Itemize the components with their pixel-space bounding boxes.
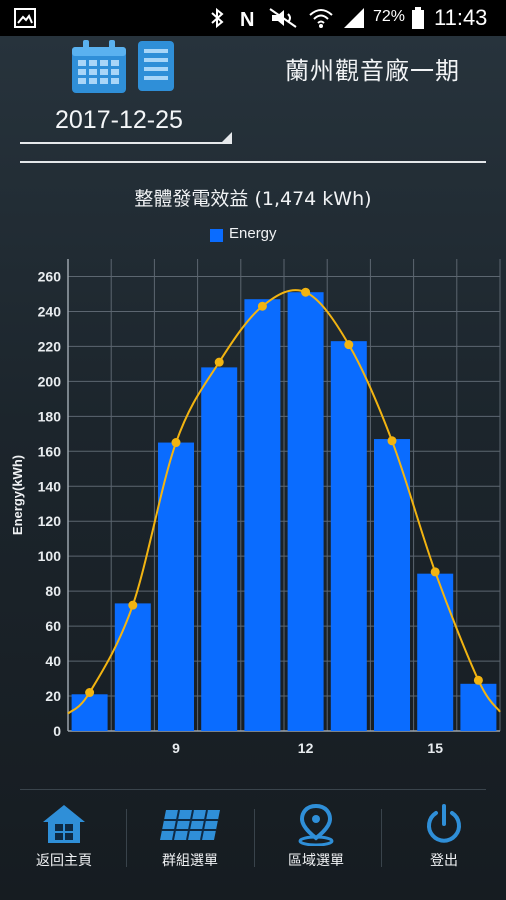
bar xyxy=(374,439,410,731)
x-tick-label: 12 xyxy=(298,740,314,756)
bar xyxy=(417,573,454,731)
battery-icon xyxy=(412,7,424,29)
legend-label: Energy xyxy=(229,225,277,242)
signal-icon xyxy=(344,8,364,28)
y-tick-label: 0 xyxy=(53,723,61,739)
mute-icon xyxy=(269,8,297,28)
map-pin-icon xyxy=(298,804,334,846)
trend-point xyxy=(171,438,181,448)
nav-logout-label: 登出 xyxy=(430,853,458,869)
dropdown-triangle-icon xyxy=(222,132,232,142)
solar-panel-icon xyxy=(160,809,220,841)
nav-home-button[interactable]: 返回主頁 xyxy=(18,804,110,876)
nav-separator xyxy=(126,809,127,867)
trend-point xyxy=(257,301,267,311)
nav-group-menu-label: 群組選單 xyxy=(162,853,218,869)
date-picker[interactable]: 2017-12-25 xyxy=(20,104,232,144)
y-tick-label: 140 xyxy=(38,478,62,494)
trend-point xyxy=(387,436,397,446)
nfc-icon: N xyxy=(240,9,254,30)
y-tick-label: 80 xyxy=(45,583,61,599)
date-value: 2017-12-25 xyxy=(55,106,183,134)
y-tick-label: 120 xyxy=(38,513,62,529)
nav-area-menu-label: 區域選單 xyxy=(288,853,344,869)
wifi-icon xyxy=(309,9,333,28)
nav-home-label: 返回主頁 xyxy=(36,853,92,869)
x-tick-label: 9 xyxy=(172,740,180,756)
y-tick-label: 20 xyxy=(45,688,61,704)
battery-percent: 72% xyxy=(373,8,406,25)
y-tick-label: 220 xyxy=(38,338,62,354)
trend-point xyxy=(301,287,311,297)
y-tick-label: 40 xyxy=(45,653,61,669)
nav-group-menu-button[interactable]: 群組選單 xyxy=(142,804,238,876)
y-axis-label: Energy(kWh) xyxy=(10,455,25,535)
bar xyxy=(244,299,281,731)
trend-point xyxy=(214,357,224,367)
y-tick-label: 160 xyxy=(38,443,62,459)
nav-divider xyxy=(20,789,486,790)
bar xyxy=(114,603,151,731)
bar xyxy=(201,367,238,731)
home-icon xyxy=(43,805,85,843)
power-icon xyxy=(427,804,461,843)
bar xyxy=(287,292,324,731)
bar xyxy=(330,341,367,731)
nav-logout-button[interactable]: 登出 xyxy=(396,804,492,876)
header-divider xyxy=(20,161,486,163)
trend-point xyxy=(344,340,354,350)
bar xyxy=(158,442,194,731)
bar xyxy=(460,683,497,731)
nav-area-menu-button[interactable]: 區域選單 xyxy=(268,804,364,876)
energy-chart: 0 20 40 60 80 100 120 140 160 180 200 220 240 260 9 12 1… xyxy=(10,259,501,756)
svg-text:N: N xyxy=(240,9,254,30)
gallery-icon xyxy=(14,8,36,28)
clock: 11:43 xyxy=(434,5,488,30)
y-tick-label: 180 xyxy=(38,408,62,424)
status-bar: N 72% 11:43 xyxy=(0,0,506,36)
x-tick-label: 15 xyxy=(427,740,443,756)
bluetooth-icon xyxy=(211,7,224,29)
y-tick-label: 260 xyxy=(38,268,62,284)
trend-point xyxy=(85,688,95,698)
trend-point xyxy=(128,600,138,610)
y-tick-label: 240 xyxy=(38,303,62,319)
app-screen: 蘭州觀音廠一期 2017-12-25 整體發電效益 (1,474 kWh) En… xyxy=(0,36,506,900)
nav-separator xyxy=(254,809,255,867)
trend-point xyxy=(473,675,483,685)
chart-title: 整體發電效益 (1,474 kWh) xyxy=(134,188,372,210)
y-tick-label: 200 xyxy=(38,373,62,389)
y-tick-label: 100 xyxy=(38,548,62,564)
calendar-icon[interactable] xyxy=(70,39,128,95)
station-name: 蘭州觀音廠一期 xyxy=(285,57,460,85)
y-tick-label: 60 xyxy=(45,618,61,634)
list-icon[interactable] xyxy=(136,39,176,93)
bar xyxy=(71,694,108,731)
nav-separator xyxy=(381,809,382,867)
trend-point xyxy=(430,567,440,577)
legend-swatch xyxy=(210,229,223,242)
